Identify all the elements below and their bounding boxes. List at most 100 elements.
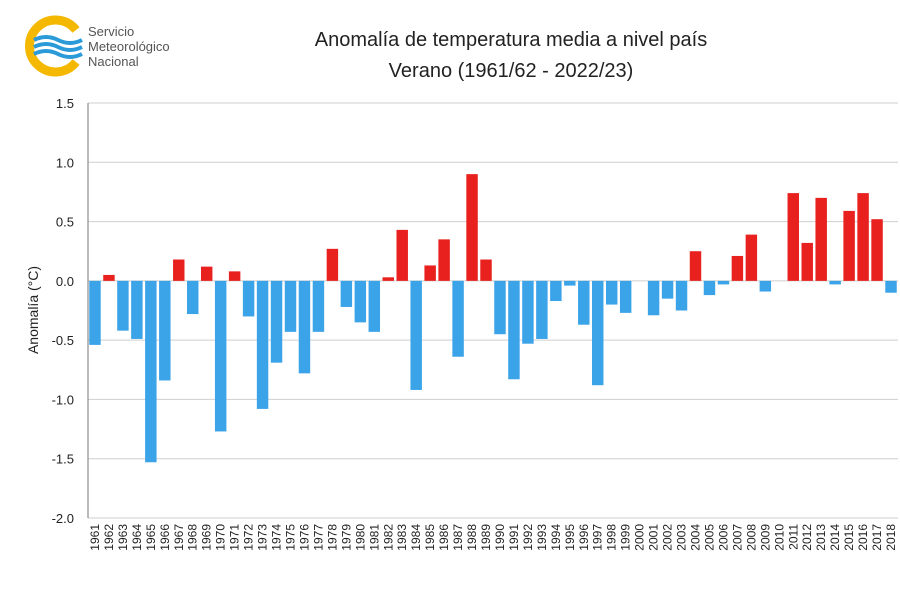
smn-logo-icon <box>25 15 83 77</box>
bar-2007 <box>731 255 744 281</box>
gridlines <box>88 102 898 519</box>
x-tick-label: 1987 <box>451 524 465 551</box>
bar-1961 <box>89 280 101 345</box>
bar-2013 <box>815 197 827 281</box>
bar-1974 <box>270 280 283 363</box>
x-tick-label: 1962 <box>102 524 116 551</box>
bar-2018 <box>885 280 897 293</box>
bar-1989 <box>480 259 492 281</box>
x-tick-label: 1988 <box>465 524 479 551</box>
bar-1991 <box>508 280 520 380</box>
x-tick-label: 2005 <box>702 524 716 551</box>
x-tick-label: 1975 <box>284 524 298 551</box>
bar-1978 <box>326 248 339 281</box>
chart-title: Anomalía de temperatura media a nivel pa… <box>315 29 707 51</box>
bar-1975 <box>284 280 297 332</box>
chart-subtitle: Verano (1961/62 - 2022/23) <box>389 60 634 82</box>
bar-1976 <box>298 280 311 374</box>
x-tick-label: 1965 <box>144 524 158 551</box>
x-tick-label: 1980 <box>353 524 367 551</box>
bar-1993 <box>536 280 548 339</box>
x-tick-label: 1996 <box>577 524 591 551</box>
bar-1973 <box>256 280 269 409</box>
y-tick-label: -0.5 <box>52 333 74 348</box>
x-tick-label: 2006 <box>716 524 730 551</box>
x-tick-label: 1978 <box>325 524 339 551</box>
y-tick-label: 1.0 <box>56 155 74 170</box>
x-tick-label: 1983 <box>395 524 409 551</box>
bar-1996 <box>578 280 590 325</box>
logo-line-3: Nacional <box>88 54 139 69</box>
x-tick-label: 2009 <box>758 524 772 551</box>
x-tick-label: 1981 <box>367 524 381 551</box>
y-tick-label: 1.5 <box>56 96 74 111</box>
bar-2014 <box>829 280 841 285</box>
x-tick-label: 2004 <box>689 524 703 551</box>
x-tick-label: 1990 <box>493 524 507 551</box>
bar-1992 <box>522 280 534 344</box>
x-tick-label: 1986 <box>437 524 451 551</box>
y-tick-label: 0.5 <box>56 215 74 230</box>
bar-1969 <box>200 266 213 281</box>
x-tick-label: 2008 <box>744 524 758 551</box>
x-tick-label: 1991 <box>507 524 521 551</box>
x-tick-label: 1969 <box>200 524 214 551</box>
x-tick-label: 2017 <box>870 524 884 551</box>
x-tick-label: 1977 <box>311 524 325 551</box>
bar-2006 <box>717 280 730 285</box>
x-tick-label: 1970 <box>214 524 228 551</box>
x-tick-label: 1976 <box>297 524 311 551</box>
x-tick-label: 2012 <box>800 524 814 551</box>
bar-1965 <box>145 280 157 463</box>
bar-2005 <box>703 280 716 296</box>
x-tick-label: 2000 <box>633 524 647 551</box>
logo-line-2: Meteorológico <box>88 39 170 54</box>
x-tick-label: 1982 <box>381 524 395 551</box>
x-tick-label: 2007 <box>730 524 744 551</box>
bar-2015 <box>843 210 855 281</box>
x-tick-label: 1998 <box>605 524 619 551</box>
x-tick-label: 1985 <box>423 524 437 551</box>
bar-2008 <box>745 234 758 281</box>
x-tick-label: 1974 <box>270 524 284 551</box>
bar-1968 <box>187 280 199 315</box>
y-tick-labels: 1.5 1.0 0.5 0.0 -0.5 -1.0 -1.5 -2.0 <box>52 96 74 526</box>
bar-1998 <box>605 280 618 305</box>
bar-1987 <box>452 280 464 357</box>
bar-1984 <box>410 280 422 390</box>
x-tick-label: 1997 <box>591 524 605 551</box>
bar-2017 <box>871 219 883 281</box>
x-tick-label: 1984 <box>409 524 423 551</box>
bar-1986 <box>438 239 450 281</box>
x-tick-label: 1963 <box>116 524 130 551</box>
logo-line-1: Servicio <box>88 24 135 39</box>
bar-1994 <box>550 280 562 302</box>
bar-1995 <box>564 280 576 286</box>
x-tick-label: 1994 <box>549 524 563 551</box>
x-tick-label: 1961 <box>88 524 102 551</box>
bar-1977 <box>312 280 325 332</box>
bar-2004 <box>689 251 702 281</box>
x-tick-label: 1992 <box>521 524 535 551</box>
bar-2003 <box>675 280 688 311</box>
bar-1963 <box>117 280 129 331</box>
bar-1972 <box>242 280 255 317</box>
x-tick-label: 1995 <box>563 524 577 551</box>
x-tick-label: 1989 <box>479 524 493 551</box>
y-tick-label: 0.0 <box>56 274 74 289</box>
logo-text: Servicio Meteorológico Nacional <box>88 24 170 69</box>
x-tick-label: 1967 <box>172 524 186 551</box>
bar-1997 <box>592 280 604 386</box>
bars <box>89 174 897 463</box>
x-tick-label: 2003 <box>675 524 689 551</box>
bar-1983 <box>396 229 408 281</box>
x-tick-label: 2010 <box>772 524 786 551</box>
bar-2002 <box>661 280 674 299</box>
bar-2016 <box>857 193 869 281</box>
x-tick-label: 1999 <box>619 524 633 551</box>
bar-1990 <box>494 280 506 335</box>
bar-1962 <box>103 274 115 281</box>
bar-1966 <box>159 280 171 381</box>
x-tick-label: 1973 <box>256 524 270 551</box>
